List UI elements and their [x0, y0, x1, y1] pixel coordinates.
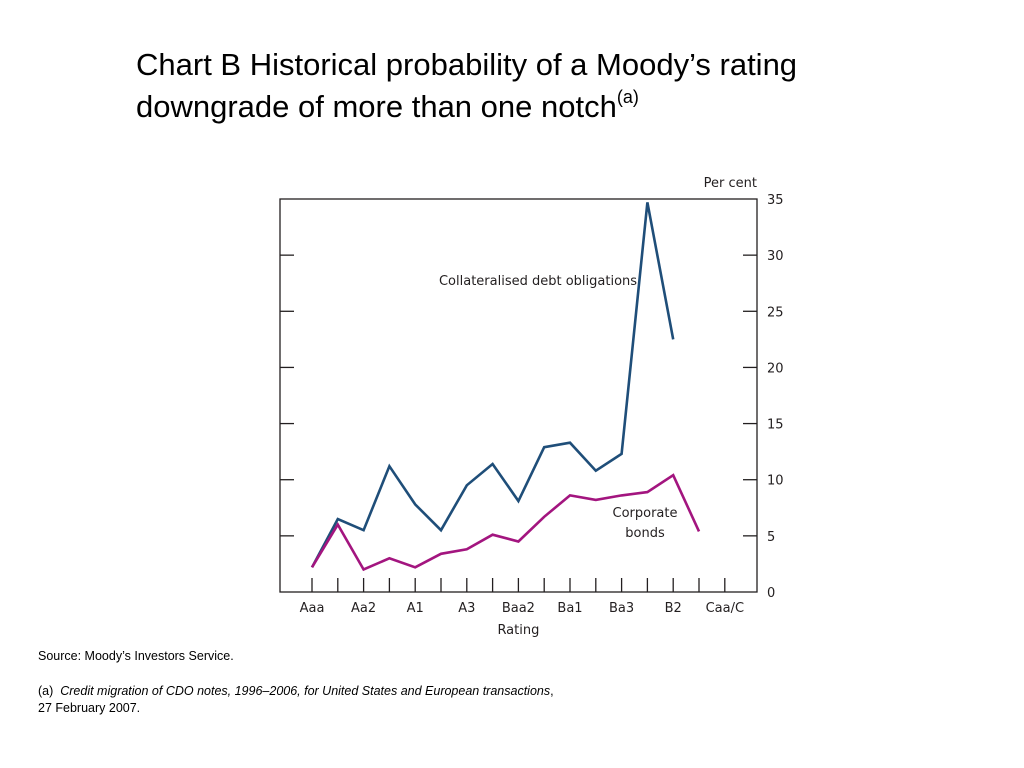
corporate-annotation-line-2: bonds — [625, 526, 665, 541]
footnote-text-tail: , — [550, 684, 554, 698]
footnote-line-2: 27 February 2007. — [38, 701, 141, 715]
x-axis-ticks: Aaa Aa2 A1 A3 Baa2 Ba1 Ba3 B2 Caa/C Rating — [300, 578, 744, 638]
footnote-line-1: (a) Credit migration of CDO notes, 1996–… — [38, 683, 554, 700]
x-tick-label: Ba3 — [609, 601, 634, 616]
y-tick-label: 35 — [767, 193, 784, 208]
footnote-text: Credit migration of CDO notes, 1996–2006… — [60, 684, 551, 698]
y-tick-label: 5 — [767, 530, 775, 545]
y-tick-label: 10 — [767, 474, 784, 489]
y-tick-label: 25 — [767, 305, 784, 320]
corporate-bonds-series-line — [310, 473, 701, 572]
y-tick-label: 0 — [767, 586, 775, 601]
title-line-2-text: downgrade of more than one notch — [136, 89, 617, 124]
title-line-1: Chart B Historical probability of a Mood… — [136, 47, 798, 82]
chart-title: Chart B Historical probability of a Mood… — [136, 44, 996, 128]
x-axis-label: Rating — [497, 623, 539, 638]
cdo-annotation: Collateralised debt obligations — [439, 274, 637, 289]
title-line-2: downgrade of more than one notch(a) — [136, 86, 996, 128]
source-note: Source: Moody’s Investors Service. — [38, 649, 234, 663]
x-tick-label: Aa2 — [351, 601, 376, 616]
x-tick-label: A1 — [407, 601, 424, 616]
x-tick-label: Ba1 — [557, 601, 582, 616]
footnote: (a) Credit migration of CDO notes, 1996–… — [38, 683, 554, 717]
plot-frame — [279, 198, 758, 593]
x-tick-label: Caa/C — [706, 601, 744, 616]
chart-labels: Collateralised debt obligations Corporate… — [439, 274, 678, 541]
x-tick-label: Baa2 — [502, 601, 535, 616]
y-axis-label: Per cent — [704, 176, 757, 191]
corporate-annotation-line-1: Corporate — [613, 506, 678, 521]
y-tick-label: 20 — [767, 361, 784, 376]
x-tick-label: Aaa — [300, 601, 325, 616]
y-tick-label: 30 — [767, 249, 784, 264]
x-tick-label: B2 — [665, 601, 682, 616]
title-footnote-marker: (a) — [616, 87, 639, 107]
footnote-marker: (a) — [38, 684, 54, 698]
x-tick-label: A3 — [458, 601, 475, 616]
cdo-series-line — [310, 202, 675, 568]
series-lines — [310, 202, 701, 572]
plot-border — [279, 198, 758, 593]
y-axis-ticks: 0 5 10 15 20 25 30 35 Per cent — [280, 176, 784, 601]
y-tick-label: 15 — [767, 418, 784, 433]
